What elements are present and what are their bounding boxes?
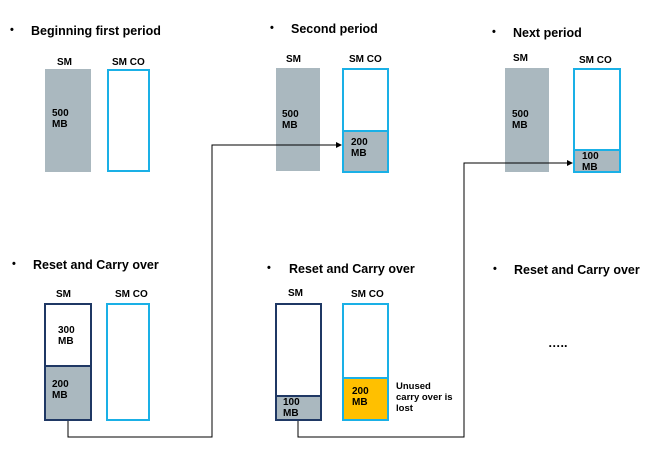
sm-used-segment: 100 MB [277, 395, 320, 419]
sm-bar: 100 MB [275, 303, 322, 421]
smco-label: SM CO [115, 289, 148, 300]
sm-bar: 300 MB 200 MB [44, 303, 92, 421]
heading-next-period: Next period [513, 26, 582, 40]
smco-bar: 200 MB [342, 68, 389, 173]
heading-beginning-first-period: Beginning first period [31, 24, 161, 38]
smco-value: 200 MB [351, 137, 368, 159]
sm-label: SM [286, 54, 301, 65]
bullet: • [493, 263, 497, 275]
heading-reset-carry-over: Reset and Carry over [33, 258, 159, 272]
smco-bar [107, 69, 150, 172]
smco-value: 100 MB [582, 151, 599, 173]
smco-bar: 200 MB [342, 303, 389, 421]
sm-remaining-value: 300 MB [58, 325, 75, 347]
bullet: • [12, 258, 16, 270]
bullet: • [492, 26, 496, 38]
heading-reset-carry-over: Reset and Carry over [514, 263, 640, 277]
sm-bar: 500 MB [45, 69, 91, 172]
sm-value: 500 MB [52, 108, 69, 130]
smco-carryover-segment: 200 MB [344, 130, 387, 171]
unused-carryover-lost-note: Unused carry over is lost [396, 381, 453, 414]
connector-arrow-1 [67, 142, 342, 438]
smco-bar: 100 MB [573, 68, 621, 173]
smco-label: SM CO [579, 55, 612, 66]
smco-lost-segment: 200 MB [344, 377, 387, 419]
heading-reset-carry-over: Reset and Carry over [289, 262, 415, 276]
sm-value: 500 MB [282, 109, 299, 131]
smco-label: SM CO [112, 57, 145, 68]
bullet: • [10, 24, 14, 36]
sm-carryover-segment: 200 MB [46, 365, 90, 419]
sm-bar: 500 MB [505, 68, 549, 172]
bullet: • [267, 262, 271, 274]
sm-value: 100 MB [283, 397, 300, 419]
sm-value: 500 MB [512, 109, 529, 131]
smco-value: 200 MB [352, 386, 369, 408]
bullet: • [270, 22, 274, 34]
heading-second-period: Second period [291, 22, 378, 36]
connector-arrow-2 [297, 160, 573, 438]
smco-bar [106, 303, 150, 421]
sm-label: SM [57, 57, 72, 68]
continuation-ellipsis: ….. [548, 336, 568, 350]
sm-carryover-value: 200 MB [52, 379, 69, 401]
sm-bar: 500 MB [276, 68, 320, 171]
sm-label: SM [513, 53, 528, 64]
smco-label: SM CO [349, 54, 382, 65]
sm-label: SM [288, 288, 303, 299]
sm-label: SM [56, 289, 71, 300]
smco-label: SM CO [351, 289, 384, 300]
smco-carryover-segment: 100 MB [575, 149, 619, 173]
